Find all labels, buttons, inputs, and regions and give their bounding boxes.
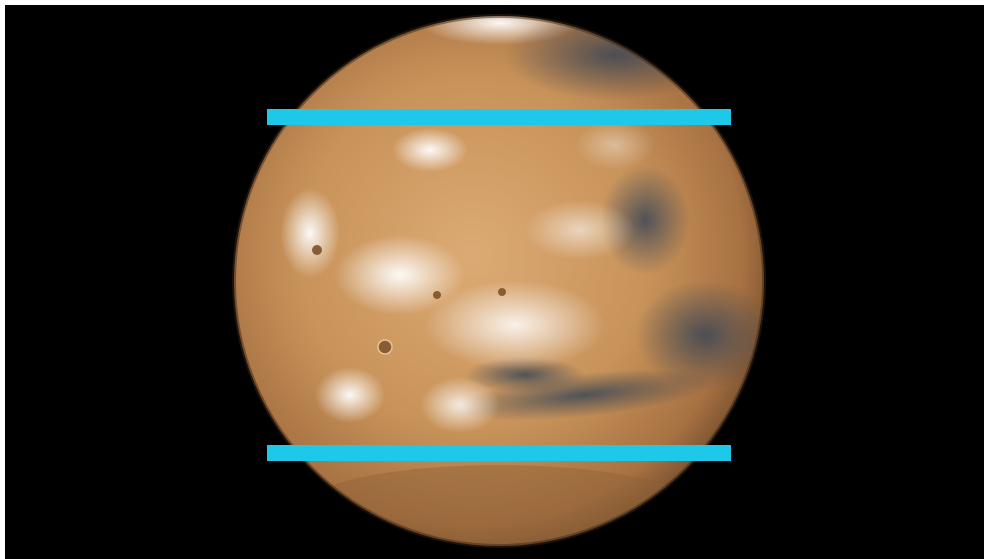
lower-boundary-band: [267, 445, 731, 461]
image-frame: [5, 5, 984, 559]
mars-globe-icon: [232, 14, 766, 548]
upper-boundary-band: [267, 109, 731, 125]
